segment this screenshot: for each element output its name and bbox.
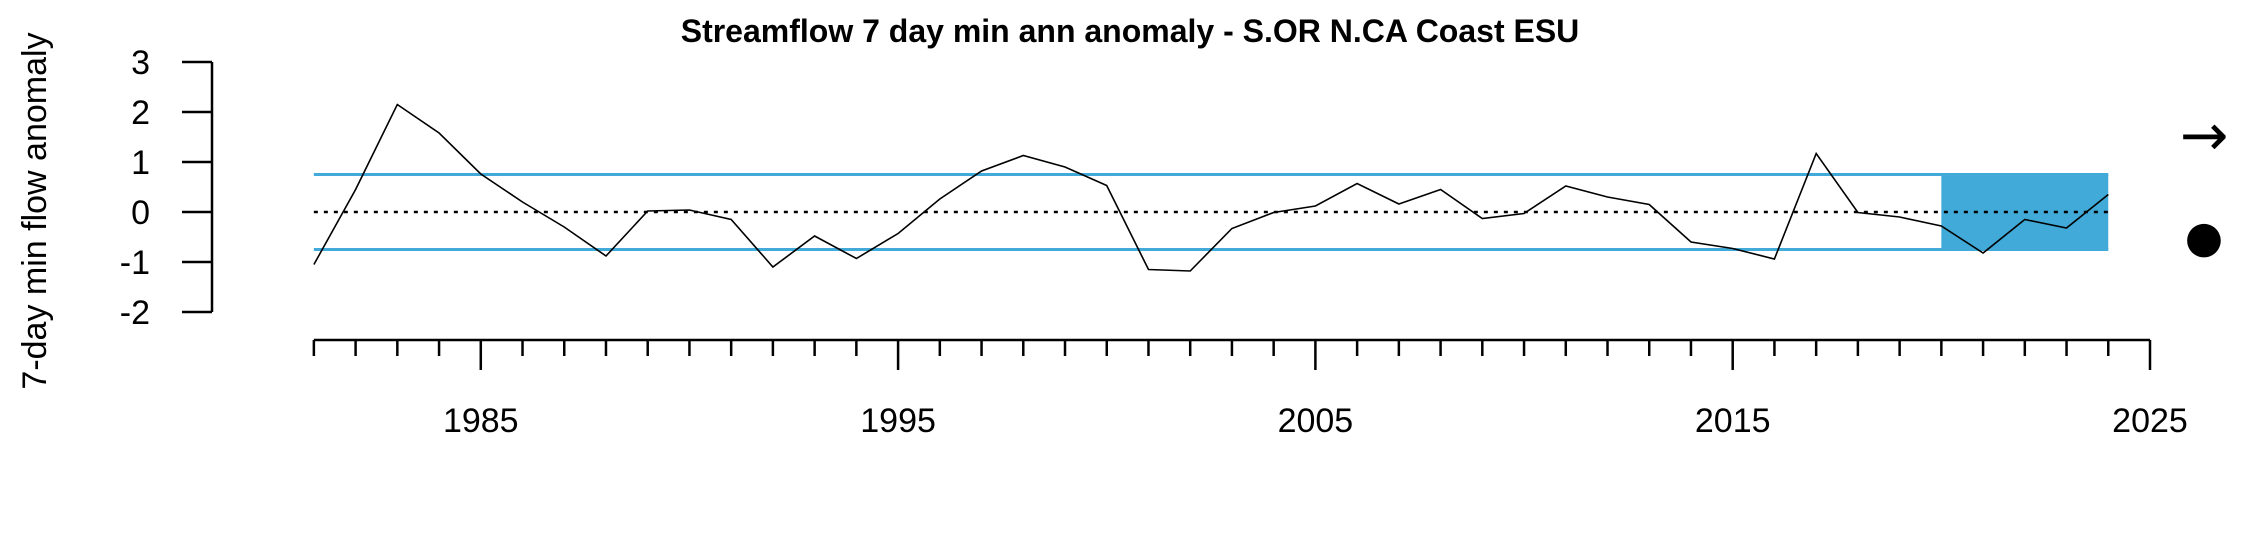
- x-tick-label: 2025: [2112, 402, 2188, 440]
- chart-title: Streamflow 7 day min ann anomaly - S.OR …: [681, 13, 1580, 49]
- x-axis: 1985 1995 2005 2015 2025: [312, 338, 2188, 440]
- series-line: [313, 103, 2109, 272]
- y-tick-label: -2: [120, 294, 150, 332]
- y-tick-label: 2: [131, 94, 150, 132]
- status-dot-icon: ●: [2185, 212, 2223, 263]
- x-tick-label: 1995: [860, 402, 936, 440]
- trend-arrow-icon: →: [2180, 101, 2229, 169]
- y-axis-label: 7-day min flow anomaly: [16, 32, 54, 389]
- x-tick-label: 2005: [1278, 402, 1354, 440]
- x-tick-label: 2015: [1695, 402, 1771, 440]
- x-tick-label: 1985: [443, 402, 519, 440]
- y-tick-label: 1: [131, 144, 150, 182]
- y-tick-label: 3: [131, 44, 150, 82]
- y-axis: 3 2 1 0 -1 -2: [120, 44, 214, 332]
- y-tick-label: -1: [120, 244, 150, 282]
- plot-area: [313, 103, 2109, 272]
- y-tick-label: 0: [131, 194, 150, 232]
